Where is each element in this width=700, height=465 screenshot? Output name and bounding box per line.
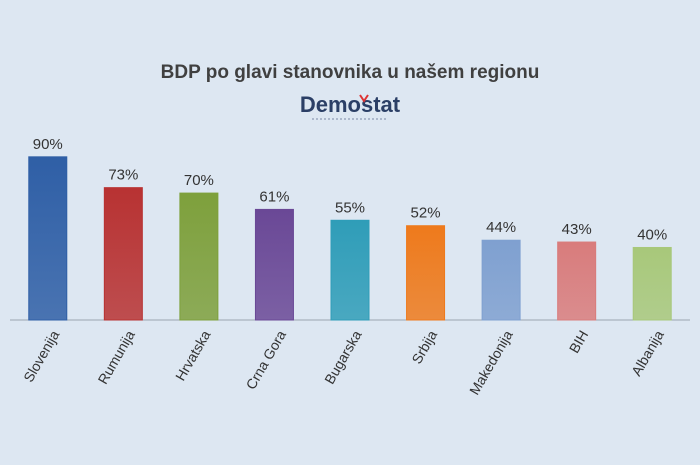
x-tick-label: BIH — [566, 328, 592, 356]
bar-albanija — [632, 246, 672, 321]
bar-rumunija — [103, 187, 143, 321]
bar-bih — [557, 241, 597, 321]
chart-title: BDP po glavi stanovnika u našem regionu — [160, 62, 540, 83]
data-label: 44% — [486, 219, 516, 236]
x-tick-label: Rumunija — [95, 327, 139, 386]
data-label: 61% — [259, 188, 289, 205]
bar-hrvatska — [179, 192, 219, 321]
bar-srbija — [406, 225, 446, 321]
demostat-logo: Demostat — [250, 92, 450, 124]
logo-text: Demostat — [300, 92, 401, 117]
data-label: 52% — [411, 205, 441, 222]
x-tick-label: Makedonija — [466, 327, 516, 397]
data-label: 73% — [108, 167, 138, 184]
x-tick-label: Srbija — [408, 327, 440, 366]
data-label: 55% — [335, 199, 365, 216]
data-label: 90% — [33, 136, 63, 153]
bar-makedonija — [481, 239, 521, 321]
data-label: 40% — [637, 226, 667, 243]
x-tick-label: Albanija — [628, 327, 667, 378]
x-tick-label: Crna Gora — [243, 327, 290, 392]
bar-crna-gora — [254, 208, 294, 321]
x-tick-label: Hrvatska — [172, 327, 214, 383]
bar-slovenija — [28, 156, 68, 321]
x-tick-label: Slovenija — [20, 327, 62, 384]
data-label: 70% — [184, 172, 214, 189]
data-label: 43% — [562, 221, 592, 238]
x-tick-label: Bugarska — [321, 327, 365, 386]
bar-bugarska — [330, 219, 370, 321]
